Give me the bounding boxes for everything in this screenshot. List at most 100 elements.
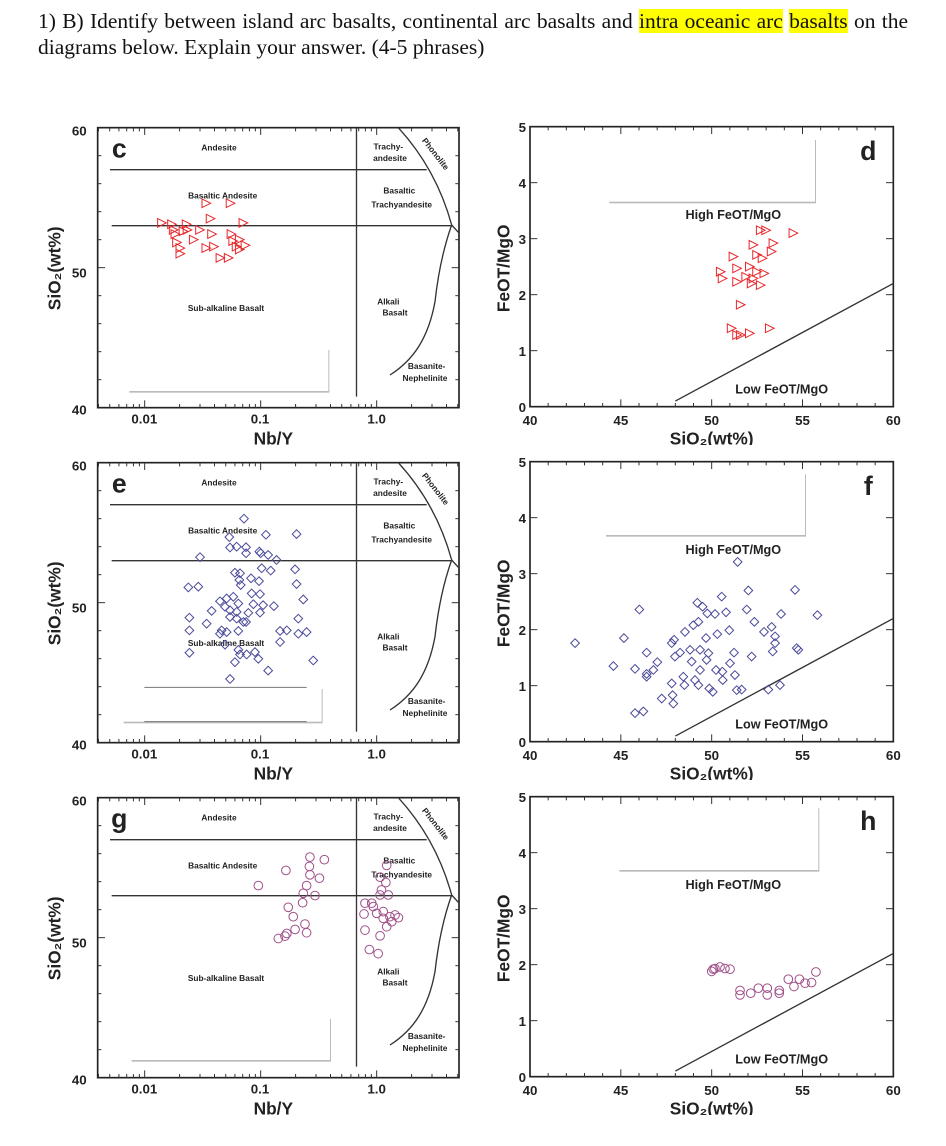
data-point-diamond xyxy=(629,663,641,674)
data-point-circle xyxy=(376,885,387,895)
data-point-circle xyxy=(305,869,315,880)
data-point-diamond xyxy=(298,594,309,605)
data-point-diamond xyxy=(717,675,728,686)
chart-panel-d: High FeOT/MgO Low FeOT/MgO 0 1 2 3 4 5 40 45 50 55 6… xyxy=(480,115,920,448)
chart-panel-h: High FeOT/MgO Low FeOT/MgO 0 1 2 3 4 5 40 45 50 55 6… xyxy=(480,785,920,1118)
y-tick-label: 0 xyxy=(519,400,526,415)
redaction-box xyxy=(128,348,329,391)
data-point-triangle xyxy=(175,242,186,254)
y-tick-label: 40 xyxy=(72,1072,87,1087)
data-point-circle xyxy=(383,890,394,900)
y-tick-label: 60 xyxy=(72,124,87,139)
x-tick-label: 60 xyxy=(886,413,901,428)
y-tick-label: 60 xyxy=(72,459,87,474)
field-label: Nephelinite xyxy=(403,1043,448,1053)
y-axis-label: FeOT/MgO xyxy=(493,895,513,983)
data-point-diamond xyxy=(652,657,663,668)
data-point-triangle xyxy=(240,240,251,251)
field-label-high: High FeOT/MgO xyxy=(686,878,782,892)
data-point-diamond xyxy=(290,564,301,575)
data-point-triangle xyxy=(170,228,181,240)
x-tick-label: 0.1 xyxy=(251,746,270,761)
data-point-circle xyxy=(800,978,810,988)
data-point-diamond xyxy=(193,581,204,592)
data-point-triangle xyxy=(238,217,249,229)
data-point-diamond xyxy=(224,611,236,622)
data-point-diamond xyxy=(666,678,677,689)
field-label: Basalt xyxy=(383,978,408,988)
data-point-diamond xyxy=(293,628,304,639)
field-label: Basaltic Andesite xyxy=(188,190,257,200)
data-point-circle xyxy=(725,964,735,974)
data-point-diamond xyxy=(271,554,282,566)
data-point-diamond xyxy=(669,651,681,662)
x-tick-label: 0.01 xyxy=(131,411,158,426)
y-tick-label: 60 xyxy=(72,794,87,809)
data-point-diamond xyxy=(618,633,629,644)
x-tick-label: 55 xyxy=(795,748,810,763)
data-point-triangle xyxy=(741,271,752,282)
data-point-diamond xyxy=(749,616,760,627)
field-label: Alkali xyxy=(377,966,399,976)
data-point-diamond xyxy=(194,552,206,563)
data-point-diamond xyxy=(258,600,269,611)
field-label-low: Low FeOT/MgO xyxy=(735,1052,828,1066)
x-tick-label: 0.01 xyxy=(131,1081,158,1096)
field-label: Basanite- xyxy=(408,696,446,706)
chart-panel-g: Andesite Basaltic Andesite Sub-alkaline Ba… xyxy=(40,785,480,1118)
data-point-triangle xyxy=(231,241,243,252)
data-series xyxy=(157,198,251,264)
data-point-diamond xyxy=(763,684,774,695)
data-point-circle xyxy=(774,988,785,999)
data-point-circle xyxy=(735,985,745,996)
data-point-triangle xyxy=(207,228,218,240)
y-tick-label: 4 xyxy=(519,176,527,191)
question-text: 1) B) Identify between island arc basalt… xyxy=(38,8,908,60)
highlighted-text: basalts xyxy=(789,9,848,33)
x-axis-label: SiO₂(wt%) xyxy=(670,428,754,445)
data-point-triangle xyxy=(168,224,180,236)
field-label: andesite xyxy=(373,488,407,498)
data-point-diamond xyxy=(201,618,212,629)
redaction-box xyxy=(605,472,805,535)
data-point-triangle xyxy=(788,227,799,239)
data-series xyxy=(706,962,821,1000)
data-point-triangle xyxy=(195,224,206,236)
chart-panel-e: Andesite Basaltic Andesite Sub-alkaline Ba… xyxy=(40,450,480,783)
data-point-diamond xyxy=(741,604,752,615)
data-point-triangle xyxy=(744,261,756,272)
data-point-diamond xyxy=(231,541,242,552)
y-tick-label: 50 xyxy=(72,601,87,616)
data-point-diamond xyxy=(770,638,781,649)
data-point-diamond xyxy=(281,625,292,636)
y-tick-label: 0 xyxy=(519,1070,526,1085)
data-point-diamond xyxy=(709,608,720,620)
x-tick-label: 50 xyxy=(704,748,719,763)
data-point-diamond xyxy=(233,625,244,636)
data-point-circle xyxy=(762,990,773,1000)
data-point-triangle xyxy=(715,266,727,277)
data-point-circle xyxy=(305,852,315,862)
data-point-diamond xyxy=(238,513,250,524)
x-tick-label: 60 xyxy=(886,1083,901,1098)
data-point-diamond xyxy=(254,546,265,557)
field-label: Alkali xyxy=(377,296,399,306)
data-point-circle xyxy=(360,898,370,909)
data-point-diamond xyxy=(608,661,619,672)
data-point-diamond xyxy=(667,690,678,701)
data-point-diamond xyxy=(668,698,679,709)
plot-frame xyxy=(529,460,895,743)
data-point-triangle xyxy=(234,234,246,245)
data-point-diamond xyxy=(629,708,641,719)
y-tick-label: 1 xyxy=(519,1014,527,1029)
data-point-circle xyxy=(360,925,370,935)
data-point-circle xyxy=(762,983,773,994)
data-point-diamond xyxy=(235,579,246,591)
data-point-diamond xyxy=(688,620,699,631)
data-point-triangle xyxy=(201,242,212,254)
data-point-circle xyxy=(753,983,764,994)
x-tick-label: 60 xyxy=(886,748,901,763)
x-tick-label: 50 xyxy=(704,413,719,428)
x-tick-label: 0.1 xyxy=(251,411,270,426)
data-point-diamond xyxy=(746,651,757,662)
